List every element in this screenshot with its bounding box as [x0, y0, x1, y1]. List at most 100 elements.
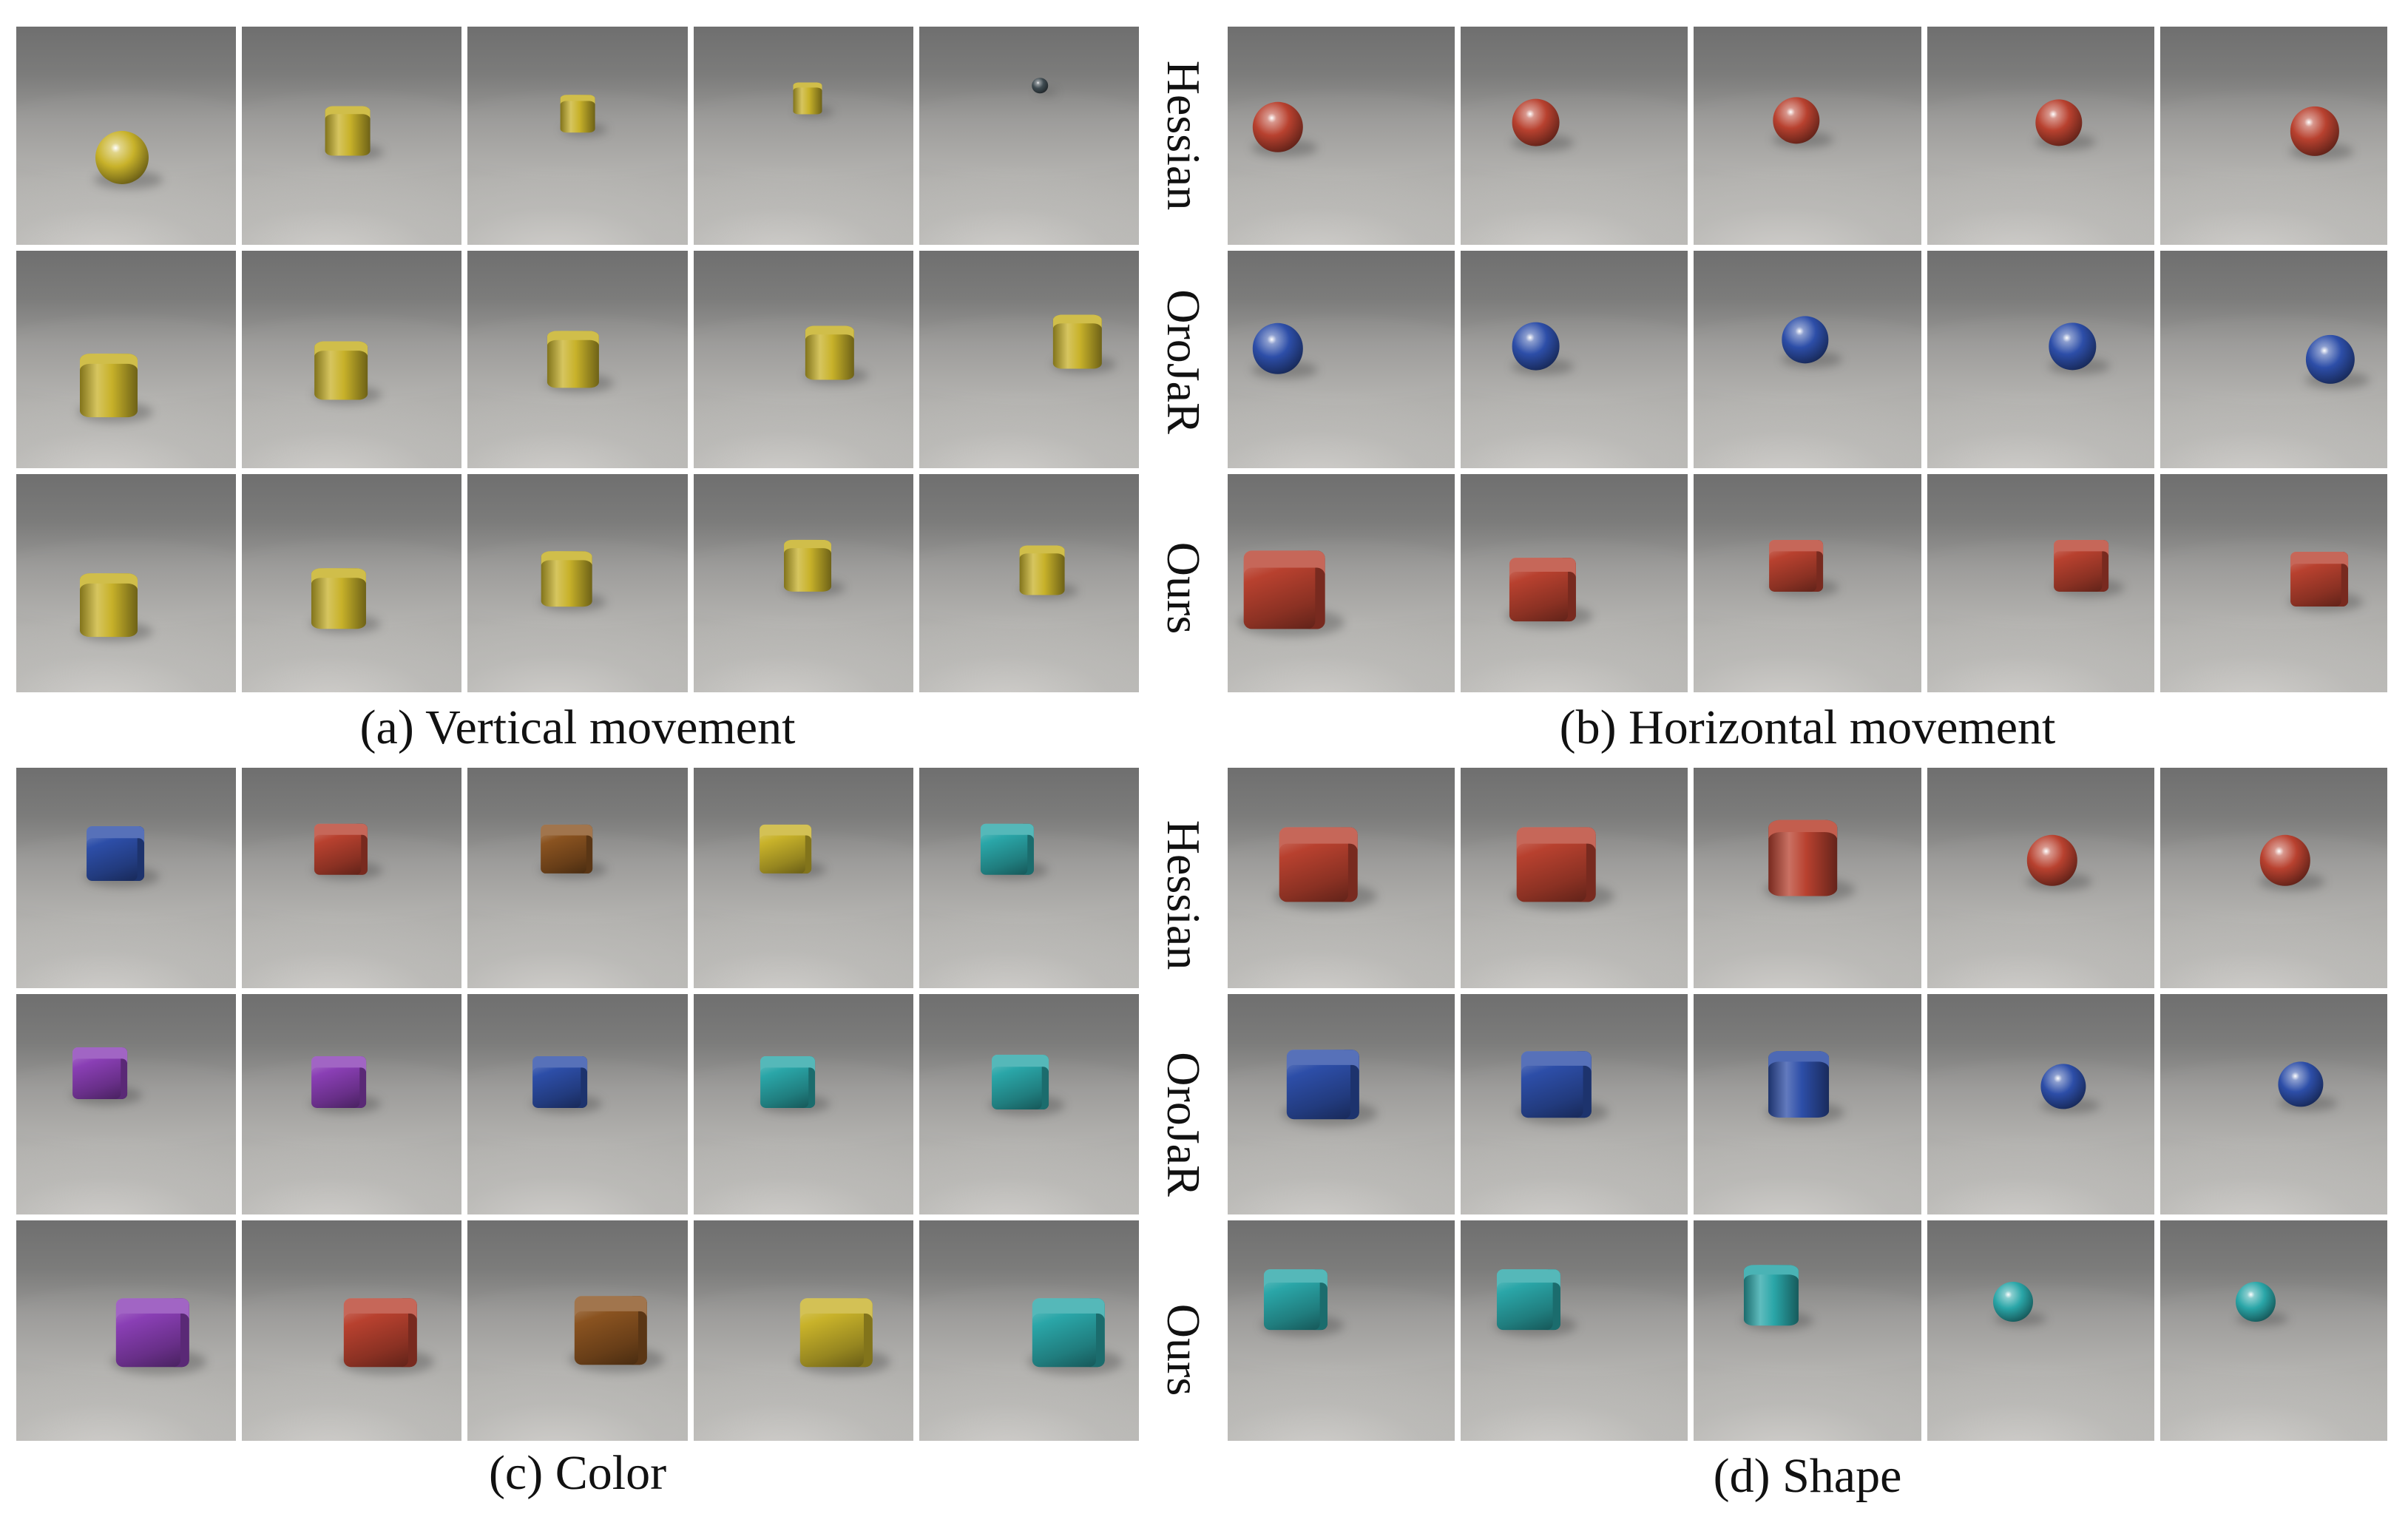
panel-b-row-label-1: Hessian	[1157, 60, 1210, 211]
red-sphere-object	[1512, 98, 1560, 147]
panel-d-thumbnail	[1461, 1220, 1688, 1441]
panel-d-row-label-2: OroJaR	[1157, 1052, 1210, 1197]
panel-a-thumbnail	[16, 250, 237, 469]
panel-c-thumbnail	[16, 768, 237, 988]
panel-d	[1228, 768, 2387, 1441]
panel-d-caption: (d) Shape	[1713, 1449, 1902, 1503]
panel-b-thumbnail	[2160, 27, 2387, 245]
red-sphere-object	[2259, 834, 2310, 886]
panel-a-thumbnail	[242, 250, 462, 469]
panel-b-thumbnail	[1927, 250, 2154, 469]
blue-sphere-object	[2049, 322, 2096, 370]
panel-c-thumbnail	[919, 768, 1139, 988]
panel-d-thumbnail	[2160, 768, 2387, 988]
blue-sphere-object	[1512, 322, 1560, 371]
panel-c-thumbnail	[693, 1220, 913, 1441]
panel-a-thumbnail	[467, 474, 688, 692]
panel-d-row-label-1: Hessian	[1157, 820, 1210, 970]
panel-c-thumbnail	[467, 768, 688, 988]
panel-b-grid	[1228, 27, 2387, 692]
yellow-cylinder-object	[547, 331, 600, 388]
panel-b-thumbnail	[1694, 250, 1921, 469]
panel-d-thumbnail	[1694, 768, 1921, 988]
red-cube-object	[2054, 540, 2109, 592]
cyan-cube-object	[991, 1055, 1049, 1110]
yellow-cylinder-object	[793, 82, 822, 115]
blue-sphere-object	[1252, 323, 1303, 374]
red-cube-object	[344, 1298, 417, 1368]
blue-cube-object	[1286, 1050, 1360, 1119]
yellow-cylinder-object	[79, 354, 138, 418]
panel-c-thumbnail	[242, 768, 462, 988]
yellow-cube-object	[799, 1298, 873, 1368]
yellow-cylinder-object	[805, 325, 855, 380]
panel-a-thumbnail	[16, 27, 237, 245]
panel-b-row-label-2: OroJaR	[1157, 289, 1210, 434]
panel-b-thumbnail	[1927, 27, 2154, 245]
red-sphere-object	[1252, 101, 1303, 152]
panel-a-thumbnail	[16, 474, 237, 692]
yellow-cylinder-object	[560, 95, 595, 133]
panel-c-thumbnail	[16, 1220, 237, 1441]
panel-a-caption: (a) Vertical movement	[359, 700, 796, 754]
panel-c-caption: (c) Color	[488, 1446, 667, 1500]
cyan-cube-object	[1497, 1269, 1561, 1331]
purple-cube-object	[72, 1047, 127, 1100]
panel-b-caption: (b) Horizontal movement	[1559, 700, 2056, 754]
panel-b	[1228, 27, 2387, 692]
brown-cube-object	[541, 825, 592, 874]
blue-sphere-object	[2278, 1061, 2324, 1107]
panel-d-grid	[1228, 768, 2387, 1441]
cyan-sphere-object	[2235, 1282, 2276, 1322]
panel-a-thumbnail	[693, 250, 913, 469]
panel-c	[16, 768, 1139, 1441]
panel-c-grid	[16, 768, 1139, 1441]
cyan-cube-object	[1264, 1269, 1328, 1331]
panel-a-thumbnail	[467, 27, 688, 245]
panel-b-thumbnail	[1461, 27, 1688, 245]
panel-b-thumbnail	[1228, 27, 1455, 245]
red-sphere-object	[1772, 97, 1820, 144]
panel-c-thumbnail	[693, 994, 913, 1214]
yellow-cylinder-object	[1052, 314, 1102, 369]
cyan-sphere-object	[1993, 1282, 2034, 1322]
panel-a-thumbnail	[693, 27, 913, 245]
cyan-cube-object	[760, 1056, 816, 1109]
panel-c-thumbnail	[16, 994, 237, 1214]
panel-a-thumbnail	[919, 474, 1139, 692]
yellow-cylinder-object	[1019, 545, 1065, 595]
yellow-cylinder-object	[784, 539, 832, 592]
panel-d-thumbnail	[1927, 1220, 2154, 1441]
panel-b-thumbnail	[1461, 474, 1688, 692]
panel-c-thumbnail	[919, 994, 1139, 1214]
panel-d-thumbnail	[1228, 1220, 1455, 1441]
panel-b-thumbnail	[2160, 474, 2387, 692]
panel-a-thumbnail	[242, 474, 462, 692]
red-sphere-object	[2290, 107, 2339, 156]
red-cube-object	[314, 823, 368, 875]
cyan-cube-object	[1032, 1298, 1106, 1368]
red-cube-object	[1279, 827, 1359, 902]
dark-sphere-object	[1032, 77, 1049, 94]
panel-a	[16, 27, 1139, 692]
panel-d-thumbnail	[2160, 994, 2387, 1214]
yellow-cylinder-object	[79, 573, 138, 638]
panel-a-thumbnail	[467, 250, 688, 469]
panel-a-grid	[16, 27, 1139, 692]
panel-a-thumbnail	[693, 474, 913, 692]
yellow-cylinder-object	[325, 106, 371, 156]
panel-d-thumbnail	[1927, 768, 2154, 988]
panel-b-thumbnail	[1694, 27, 1921, 245]
panel-b-thumbnail	[1461, 250, 1688, 469]
brown-cube-object	[574, 1296, 647, 1365]
yellow-cylinder-object	[311, 568, 366, 629]
panel-c-thumbnail	[242, 994, 462, 1214]
panel-a-thumbnail	[919, 250, 1139, 469]
panel-b-thumbnail	[1228, 250, 1455, 469]
blue-cylinder-object	[1768, 1051, 1829, 1118]
blue-cube-object	[86, 826, 144, 882]
purple-cube-object	[116, 1298, 189, 1368]
panel-a-thumbnail	[242, 27, 462, 245]
panel-b-thumbnail	[1694, 474, 1921, 692]
panel-d-thumbnail	[1228, 994, 1455, 1214]
